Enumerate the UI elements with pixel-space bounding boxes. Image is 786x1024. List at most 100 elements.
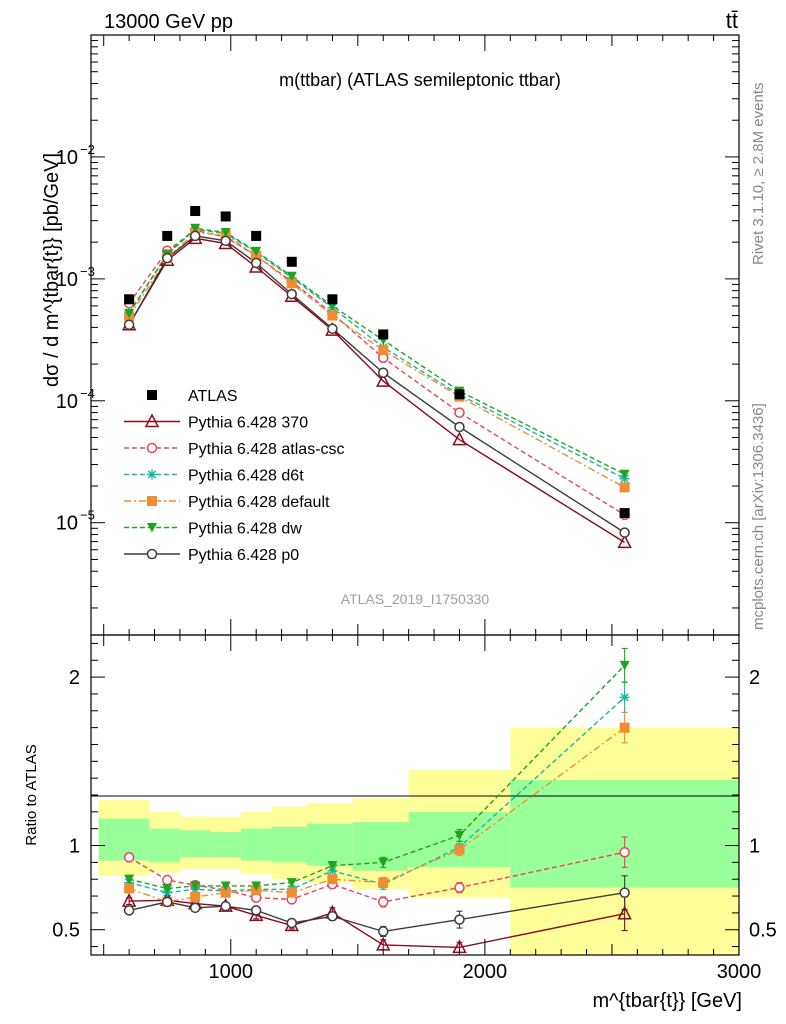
ratio-panel: 0.5 0.5 1 1 2 2 1000 2000 3000 Ratio to ATLAS m^… [23, 634, 777, 1012]
main-point-atlas [454, 389, 465, 400]
header-energy-label: 13000 GeV pp [104, 11, 233, 33]
main-line-pythia-6-428-dw [128, 227, 625, 475]
main-point-pythia-6-428-dw [251, 246, 262, 257]
ratio-plot-marks [121, 647, 632, 954]
main-point-pythia-6-428-default [327, 310, 338, 321]
ratio-band-inner [179, 830, 211, 858]
legend-label-pythia-6-428-p0: Pythia 6.428 p0 [188, 547, 299, 564]
ratio-point-pythia-6-428-dw [251, 881, 262, 891]
ratio-band-inner [98, 818, 150, 861]
ratio-point-pythia-6-428-atlas-csc [161, 874, 173, 886]
ratio-point-pythia-6-428-dw [286, 878, 297, 888]
ratio-line-pythia-6-428-d6t [128, 696, 626, 894]
ratio-line-pythia-6-428-default [128, 727, 626, 903]
header-process-label: tt̄ [726, 8, 738, 33]
main-point-pythia-6-428-atlas-csc [454, 407, 465, 418]
ratio-point-pythia-6-428-p0 [286, 917, 298, 929]
ratio-band-inner [271, 827, 307, 863]
main-y-tick-exponent: −4 [80, 386, 95, 401]
ratio-point-pythia-6-428-dw [327, 861, 338, 871]
ratio-point-pythia-6-428-default [619, 722, 630, 733]
ratio-y-tick-label-right: 0.5 [749, 920, 777, 942]
ratio-point-pythia-6-428-atlas-csc [123, 852, 135, 863]
ratio-point-pythia-6-428-p0 [220, 900, 231, 912]
ratio-point-pythia-6-428-p0 [161, 896, 173, 908]
main-y-tick-label: 10 [56, 269, 78, 291]
legend-label-pythia-6-428-atlas-csc: Pythia 6.428 atlas-csc [188, 441, 345, 458]
main-point-pythia-6-428-dw [619, 469, 630, 480]
ratio-band-inner [510, 779, 739, 888]
main-point-pythia-6-428-p0 [220, 235, 231, 247]
main-point-pythia-6-428-default [378, 345, 389, 356]
main-axes: 10−210−310−410−5 [56, 34, 740, 635]
legend-marker-pythia-6-428-370 [144, 413, 160, 428]
main-point-pythia-6-428-p0 [161, 252, 173, 264]
main-point-pythia-6-428-p0 [377, 367, 389, 378]
ratio-point-pythia-6-428-dw [124, 874, 135, 885]
main-point-pythia-6-428-370 [452, 431, 467, 446]
ratio-point-pythia-6-428-default [220, 887, 231, 898]
legend-marker-atlas [147, 390, 157, 400]
x-axis-label: m^{tbar{t}} [GeV] [593, 990, 742, 1012]
main-line-pythia-6-428-p0 [128, 235, 625, 534]
ratio-point-pythia-6-428-dw [619, 660, 630, 671]
ratio-y-tick-label: 0.5 [52, 920, 80, 942]
ratio-line-pythia-6-428-atlas-csc [128, 851, 625, 903]
main-point-atlas [251, 230, 262, 241]
main-y-tick-label: 10 [56, 513, 78, 535]
ratio-y-tick-label-right: 1 [749, 836, 760, 858]
ratio-band-inner [149, 828, 180, 863]
ratio-y-tick-label: 2 [69, 667, 80, 689]
ratio-point-pythia-6-428-dw [162, 883, 173, 894]
main-plot-title: m(ttbar) (ATLAS semileptonic ttbar) [279, 70, 561, 90]
main-point-atlas [619, 508, 630, 519]
x-tick-label: 3000 [717, 961, 762, 983]
legend-label-pythia-6-428-default: Pythia 6.428 default [188, 494, 330, 511]
main-point-pythia-6-428-dw [124, 308, 135, 319]
ratio-y-axis-label: Ratio to ATLAS [23, 744, 40, 845]
legend-label-pythia-6-428-d6t: Pythia 6.428 d6t [188, 468, 304, 485]
ratio-line-pythia-6-428-370 [129, 899, 625, 949]
main-y-tick-label: 10 [56, 391, 78, 413]
main-point-pythia-6-428-p0 [454, 421, 465, 433]
ratio-point-pythia-6-428-dw [454, 830, 465, 841]
ratio-point-pythia-6-428-default [327, 874, 338, 885]
ratio-y-tick-label: 1 [69, 836, 80, 858]
mcplots-label: mcplots.cern.ch [arXiv:1306.3436] [750, 403, 767, 630]
ratio-point-pythia-6-428-atlas-csc [619, 847, 630, 858]
ratio-point-pythia-6-428-default [378, 877, 389, 888]
ratio-band-inner [307, 823, 353, 866]
legend-marker-pythia-6-428-atlas-csc [146, 442, 158, 454]
main-plot-marks [121, 206, 632, 549]
ratio-point-pythia-6-428-p0 [327, 911, 338, 922]
main-panel: 10−210−310−410−5 m(ttbar) (ATLAS semilep… [41, 34, 740, 636]
main-point-atlas [327, 294, 338, 305]
main-point-pythia-6-428-p0 [619, 527, 630, 538]
main-line-pythia-6-428-default [128, 231, 625, 489]
main-point-pythia-6-428-p0 [123, 319, 135, 331]
main-plot-frame [90, 34, 740, 636]
ratio-uncertainty-bands [98, 727, 739, 955]
main-line-pythia-6-428-370 [128, 237, 625, 543]
main-y-tick-label: 10 [56, 147, 78, 169]
ratio-point-pythia-6-428-p0 [123, 905, 135, 916]
x-tick-label: 2000 [463, 961, 508, 983]
legend-marker-pythia-6-428-p0 [146, 548, 158, 560]
main-point-pythia-6-428-dw [220, 228, 231, 238]
ratio-point-pythia-6-428-dw [190, 881, 201, 891]
ratio-point-pythia-6-428-p0 [189, 902, 201, 914]
main-point-pythia-6-428-dw [190, 223, 201, 234]
ratio-point-pythia-6-428-d6t [619, 692, 630, 703]
ratio-y-tick-label-right: 2 [749, 667, 760, 689]
main-point-pythia-6-428-370 [617, 534, 632, 549]
main-y-tick-exponent: −5 [80, 508, 95, 523]
main-y-axis-label: dσ / d m^{tbar{t}} [pb/GeV] [41, 153, 63, 387]
ratio-point-pythia-6-428-p0 [454, 914, 465, 925]
main-y-tick-exponent: −3 [80, 264, 95, 279]
ratio-point-pythia-6-428-d6t [327, 865, 338, 876]
main-point-pythia-6-428-p0 [327, 323, 338, 334]
main-point-pythia-6-428-p0 [189, 230, 201, 242]
x-tick-label: 1000 [209, 961, 254, 983]
ratio-point-pythia-6-428-default [190, 891, 201, 902]
